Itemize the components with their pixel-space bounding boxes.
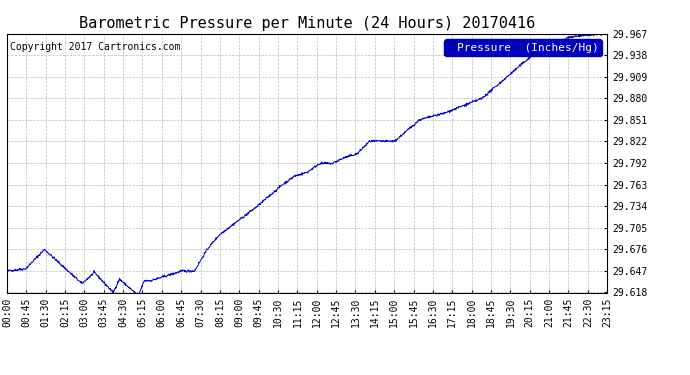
Legend: Pressure  (Inches/Hg): Pressure (Inches/Hg): [444, 39, 602, 56]
Text: Copyright 2017 Cartronics.com: Copyright 2017 Cartronics.com: [10, 42, 180, 51]
Title: Barometric Pressure per Minute (24 Hours) 20170416: Barometric Pressure per Minute (24 Hours…: [79, 16, 535, 31]
